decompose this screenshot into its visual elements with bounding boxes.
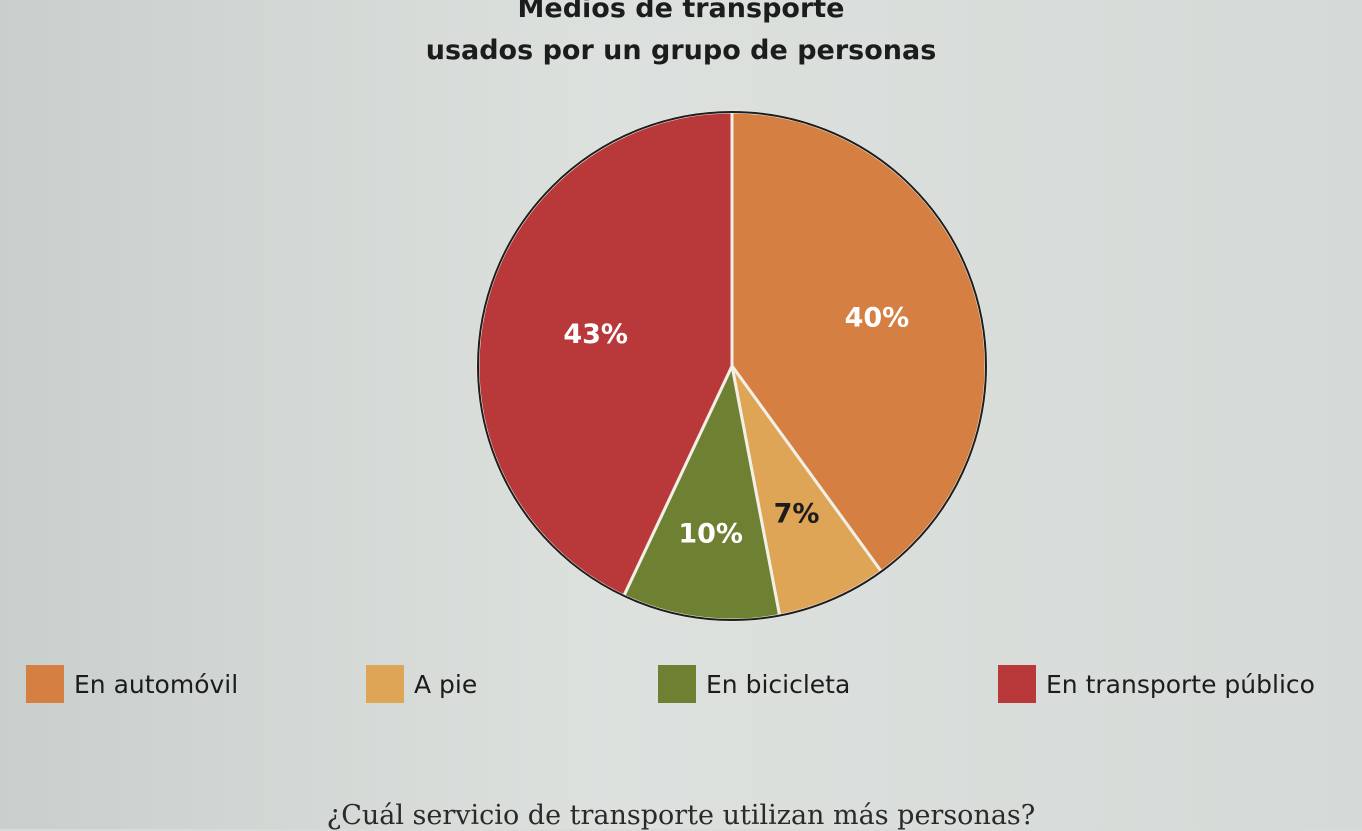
legend-label-bicicleta: En bicicleta	[706, 669, 851, 699]
pie-slice-label-1: 7%	[774, 499, 820, 530]
legend-swatch-automovil	[26, 665, 64, 703]
question-text: ¿Cuál servicio de transporte utilizan má…	[326, 800, 1036, 831]
legend-label-transporte-publico: En transporte público	[1046, 669, 1315, 699]
chart-title: Medios de transporte usados por un grupo…	[0, 0, 1362, 68]
pie-slice-label-0: 40%	[845, 302, 910, 333]
pie-slice-label-2: 10%	[678, 518, 743, 549]
pie-outline	[477, 111, 987, 621]
legend-item-bicicleta: En bicicleta	[658, 664, 850, 704]
legend-item-transporte-publico: En transporte público	[998, 664, 1315, 704]
legend-swatch-bicicleta	[658, 665, 696, 703]
chart-title-line-2: usados por un grupo de personas	[425, 35, 937, 66]
legend-item-a-pie: A pie	[366, 664, 477, 704]
chart-legend: En automóvil A pie En bicicleta En trans…	[26, 664, 1346, 704]
pie-slice-label-3: 43%	[563, 319, 628, 350]
legend-swatch-a-pie	[366, 665, 404, 703]
legend-swatch-transporte-publico	[998, 665, 1036, 703]
chart-title-line-1: Medios de transporte	[517, 0, 845, 24]
legend-label-automovil: En automóvil	[74, 669, 239, 699]
legend-item-automovil: En automóvil	[26, 664, 238, 704]
legend-label-a-pie: A pie	[414, 669, 478, 699]
